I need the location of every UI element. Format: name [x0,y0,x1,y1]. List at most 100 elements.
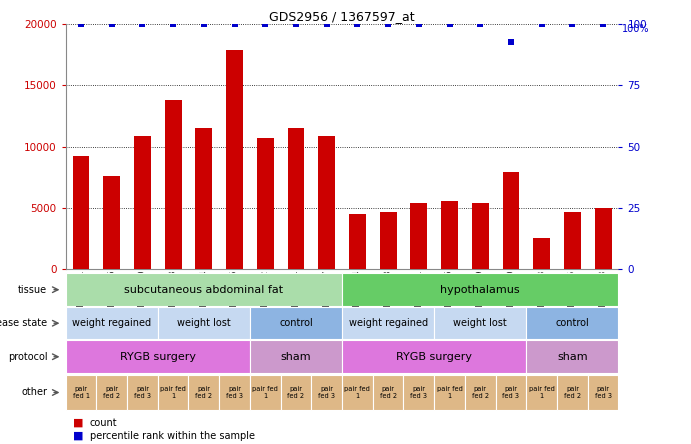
Text: 100%: 100% [622,24,650,35]
Bar [158,375,189,410]
Bar [434,307,527,339]
Point [413,21,424,28]
Title: GDS2956 / 1367597_at: GDS2956 / 1367597_at [269,10,415,23]
Bar [342,375,372,410]
Text: pair
fed 2: pair fed 2 [379,386,397,399]
Text: pair
fed 3: pair fed 3 [410,386,427,399]
Bar [226,50,243,269]
Text: pair
fed 2: pair fed 2 [196,386,212,399]
Point [567,21,578,28]
Point [598,21,609,28]
Text: pair fed
1: pair fed 1 [160,386,186,399]
Point [290,21,301,28]
Bar [250,375,281,410]
Text: pair fed
1: pair fed 1 [437,386,462,399]
Bar [379,213,397,269]
Point [352,21,363,28]
Text: control: control [556,318,589,328]
Text: pair
fed 3: pair fed 3 [594,386,612,399]
Text: pair fed
1: pair fed 1 [252,386,278,399]
Text: disease state: disease state [0,318,47,328]
Text: weight lost: weight lost [453,318,507,328]
Point [444,21,455,28]
Bar [434,375,465,410]
Text: RYGB surgery: RYGB surgery [120,352,196,362]
Bar [96,375,127,410]
Text: pair
fed 2: pair fed 2 [103,386,120,399]
Text: protocol: protocol [8,352,47,362]
Text: pair
fed 3: pair fed 3 [502,386,520,399]
Bar [349,214,366,269]
Bar [158,307,250,339]
Bar [465,375,495,410]
Text: pair fed
1: pair fed 1 [344,386,370,399]
Bar [250,340,342,373]
Text: sham: sham [557,352,587,362]
Bar [257,138,274,269]
Bar [342,340,527,373]
Bar [441,202,458,269]
Text: ■: ■ [73,431,83,441]
Text: percentile rank within the sample: percentile rank within the sample [90,431,255,441]
Text: tissue: tissue [18,285,47,295]
Bar [527,307,618,339]
Point [383,21,394,28]
Point [137,21,148,28]
Bar [472,203,489,269]
Bar [527,375,557,410]
Point [168,21,179,28]
Bar [410,203,427,269]
Text: weight regained: weight regained [348,318,428,328]
Point [198,21,209,28]
Bar [66,375,96,410]
Text: pair fed
1: pair fed 1 [529,386,555,399]
Text: other: other [21,388,47,397]
Point [475,21,486,28]
Point [321,21,332,28]
Bar [372,375,404,410]
Bar [164,100,182,269]
Text: pair
fed 3: pair fed 3 [318,386,335,399]
Text: sham: sham [281,352,311,362]
Bar [127,375,158,410]
Bar [319,135,335,269]
Point [75,21,86,28]
Text: RYGB surgery: RYGB surgery [396,352,472,362]
Point [260,21,271,28]
Point [106,21,117,28]
Point [536,21,547,28]
Bar [73,156,89,269]
Text: count: count [90,418,117,428]
Bar [103,176,120,269]
Text: pair
fed 2: pair fed 2 [287,386,305,399]
Text: pair
fed 1: pair fed 1 [73,386,90,399]
Bar [533,238,550,269]
Text: pair
fed 2: pair fed 2 [564,386,581,399]
Bar [588,375,618,410]
Bar [342,273,618,306]
Text: weight regained: weight regained [72,318,151,328]
Text: control: control [279,318,313,328]
Bar [250,307,342,339]
Text: pair
fed 3: pair fed 3 [134,386,151,399]
Bar [134,135,151,269]
Bar [502,172,520,269]
Bar [219,375,250,410]
Point [505,38,516,45]
Text: ■: ■ [73,418,83,428]
Bar [595,208,612,269]
Bar [312,375,342,410]
Bar [66,273,342,306]
Bar [196,128,212,269]
Point [229,21,240,28]
Bar [404,375,434,410]
Bar [66,340,250,373]
Bar [527,340,618,373]
Text: subcutaneous abdominal fat: subcutaneous abdominal fat [124,285,283,295]
Bar [281,375,312,410]
Bar [495,375,527,410]
Bar [189,375,219,410]
Text: pair
fed 2: pair fed 2 [472,386,489,399]
Text: hypothalamus: hypothalamus [440,285,520,295]
Bar [66,307,158,339]
